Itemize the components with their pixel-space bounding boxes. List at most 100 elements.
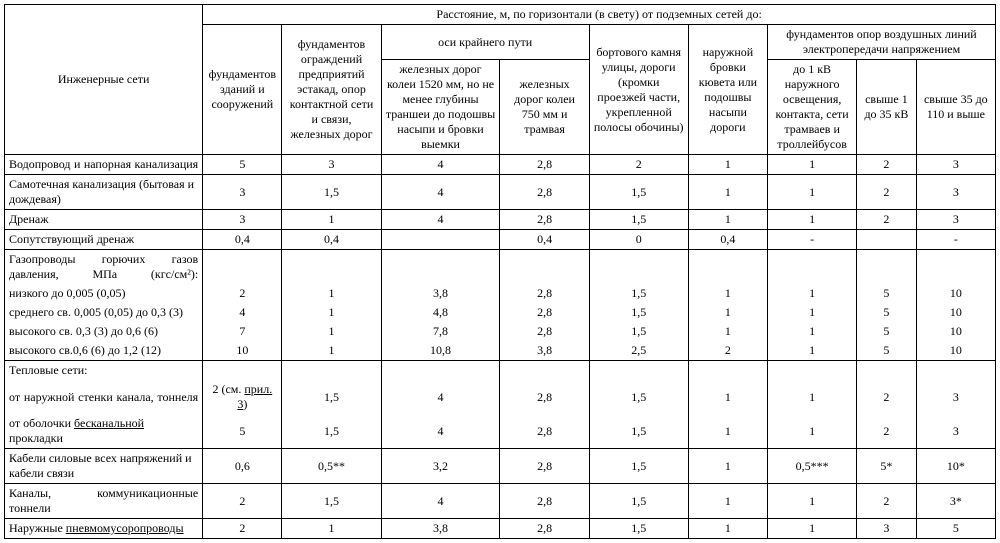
header-network: Инженерные сети [5, 5, 203, 155]
table-row-label: низкого до 0,005 (0,05) [5, 284, 203, 303]
table-cell: 5 [203, 155, 282, 175]
table-cell: 10 [916, 341, 995, 361]
table-cell: 4 [381, 175, 500, 210]
table-cell: 3* [916, 484, 995, 519]
table-cell: 2 [857, 484, 916, 519]
table-cell: 0,4 [203, 230, 282, 250]
table-cell: 10 [916, 303, 995, 322]
table-cell: 1 [768, 210, 857, 230]
table-cell: 1,5 [589, 449, 688, 484]
table-cell: 4,8 [381, 303, 500, 322]
table-cell: 7 [203, 322, 282, 341]
table-cell: 1 [768, 175, 857, 210]
table-cell: 2,8 [500, 175, 589, 210]
header-fences: фундаментов ограждений предприятий эстак… [282, 25, 381, 155]
table-cell [768, 361, 857, 381]
table-cell: - [916, 230, 995, 250]
table-cell: 3 [916, 175, 995, 210]
table-cell: 1 [282, 322, 381, 341]
table-cell: 1 [768, 519, 857, 539]
table-cell: 1 [688, 175, 767, 210]
table-cell: 5 [857, 303, 916, 322]
table-cell [688, 250, 767, 285]
table-row-label: Газопроводы горючих газов давления, МПа … [5, 250, 203, 285]
table-cell [688, 361, 767, 381]
table-cell: 1,5 [589, 210, 688, 230]
table-cell: 1,5 [282, 414, 381, 449]
table-cell: 0,5** [282, 449, 381, 484]
table-cell [857, 361, 916, 381]
table-cell [500, 250, 589, 285]
table-cell: 1 [688, 303, 767, 322]
table-cell: 5 [857, 322, 916, 341]
table-cell [768, 250, 857, 285]
table-cell [282, 250, 381, 285]
table-cell: 2,8 [500, 414, 589, 449]
table-cell: 2,8 [500, 303, 589, 322]
table-cell [589, 250, 688, 285]
table-cell: 1 [768, 155, 857, 175]
table-cell: 1 [688, 155, 767, 175]
table-cell: 10 [916, 284, 995, 303]
table-cell: 4 [381, 380, 500, 414]
header-group-top: Расстояние, м, по горизонтали (в свету) … [203, 5, 996, 25]
table-cell [203, 361, 282, 381]
table-cell: 1 [688, 284, 767, 303]
header-p2: свыше 1 до 35 кВ [857, 60, 916, 155]
table-cell: 3 [916, 155, 995, 175]
table-cell: 2 [857, 155, 916, 175]
table-cell: 0,6 [203, 449, 282, 484]
table-cell: 5 [203, 414, 282, 449]
table-cell: 1,5 [589, 303, 688, 322]
table-cell: 1,5 [282, 175, 381, 210]
table-cell [381, 361, 500, 381]
table-cell: 4 [381, 210, 500, 230]
table-cell: 1,5 [282, 380, 381, 414]
table-cell: 3 [916, 380, 995, 414]
table-cell: 4 [203, 303, 282, 322]
table-cell [916, 361, 995, 381]
table-cell: 2 [857, 210, 916, 230]
table-cell: 2,8 [500, 322, 589, 341]
table-row-label: от оболочки бесканальной прокладки [5, 414, 203, 449]
header-p3: свыше 35 до 110 и выше [916, 60, 995, 155]
table-row-label: высокого св.0,6 (6) до 1,2 (12) [5, 341, 203, 361]
table-cell: 1 [768, 484, 857, 519]
table-cell: 3 [282, 155, 381, 175]
table-cell: 1 [688, 380, 767, 414]
table-cell: 1 [688, 210, 767, 230]
table-cell: 3 [203, 210, 282, 230]
table-cell: 2 [688, 341, 767, 361]
table-cell: 2,8 [500, 380, 589, 414]
table-cell [500, 361, 589, 381]
header-rail1520: железных дорог колеи 1520 мм, но не мене… [381, 60, 500, 155]
table-cell: 3,8 [381, 519, 500, 539]
table-cell: 2,8 [500, 519, 589, 539]
table-cell: 0,4 [500, 230, 589, 250]
table-cell: 4 [381, 155, 500, 175]
table-cell: 1 [688, 322, 767, 341]
table-cell: 3 [203, 175, 282, 210]
table-cell: 1 [282, 519, 381, 539]
header-foundations: фундаментов зданий и сооружений [203, 25, 282, 155]
table-cell: 1 [282, 210, 381, 230]
table-row-label: высокого св. 0,3 (3) до 0,6 (6) [5, 322, 203, 341]
table-cell: - [768, 230, 857, 250]
table-cell: 3 [916, 414, 995, 449]
table-row-label: от наружной стенки канала, тоннеля [5, 380, 203, 414]
table-cell: 2 (см. прил. 3) [203, 380, 282, 414]
table-cell: 2 [203, 484, 282, 519]
table-cell: 5 [857, 341, 916, 361]
table-cell: 2 [203, 519, 282, 539]
table-row-label: Водопровод и напорная канализация [5, 155, 203, 175]
table-cell: 1 [768, 414, 857, 449]
table-cell: 1 [768, 322, 857, 341]
table-cell [381, 250, 500, 285]
table-cell [857, 250, 916, 285]
header-ditch: наружной бровки кювета или подошвы насып… [688, 25, 767, 155]
table-cell: 4 [381, 414, 500, 449]
table-cell: 1,5 [589, 175, 688, 210]
table-cell [916, 250, 995, 285]
table-cell: 1,5 [282, 484, 381, 519]
table-cell: 3,2 [381, 449, 500, 484]
